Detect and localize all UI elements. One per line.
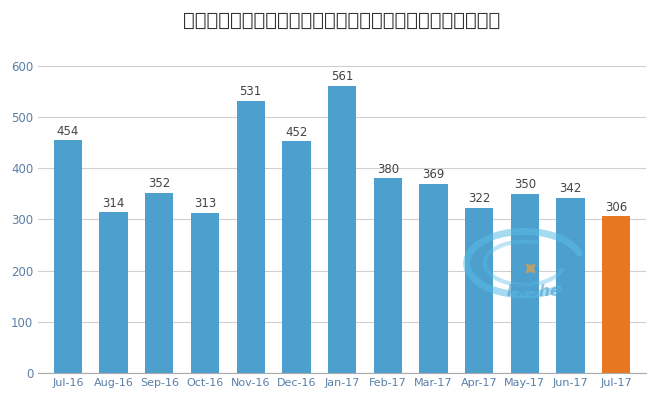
Text: 380: 380 bbox=[376, 163, 399, 176]
Bar bbox=[419, 184, 447, 373]
Title: 近一年日本场外零售外汇市场交易量情况（单位：万亿日元）: 近一年日本场外零售外汇市场交易量情况（单位：万亿日元） bbox=[183, 11, 501, 30]
Bar bbox=[145, 193, 173, 373]
Text: 369: 369 bbox=[422, 168, 445, 182]
Bar bbox=[602, 216, 630, 373]
Text: 322: 322 bbox=[468, 192, 490, 205]
Text: 350: 350 bbox=[514, 178, 536, 191]
Text: 531: 531 bbox=[240, 85, 261, 99]
Text: 306: 306 bbox=[605, 201, 627, 214]
Text: 313: 313 bbox=[194, 197, 216, 210]
Text: 454: 454 bbox=[57, 125, 79, 138]
Text: 561: 561 bbox=[331, 70, 353, 83]
Bar bbox=[556, 198, 585, 373]
Text: 342: 342 bbox=[559, 182, 581, 195]
Text: FXShell: FXShell bbox=[507, 284, 572, 299]
Text: 452: 452 bbox=[285, 126, 307, 139]
Bar bbox=[191, 213, 219, 373]
Bar bbox=[374, 178, 402, 373]
Text: 352: 352 bbox=[148, 177, 170, 190]
Bar bbox=[54, 140, 82, 373]
Bar bbox=[283, 141, 311, 373]
Bar bbox=[465, 208, 493, 373]
Bar bbox=[510, 194, 539, 373]
Text: 314: 314 bbox=[102, 197, 125, 209]
Bar bbox=[99, 212, 127, 373]
Bar bbox=[237, 101, 265, 373]
Bar bbox=[328, 86, 356, 373]
